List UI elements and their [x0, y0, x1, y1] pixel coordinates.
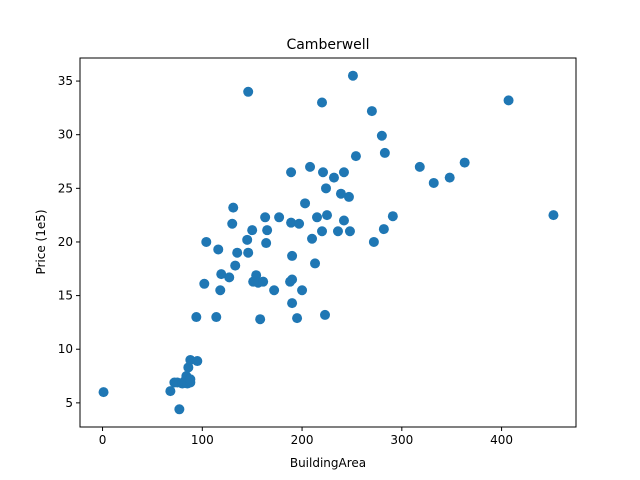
- data-point: [379, 147, 390, 158]
- y-tick-label: 20: [58, 235, 73, 249]
- data-point: [230, 260, 241, 271]
- data-point: [287, 298, 298, 309]
- plot-frame: [79, 57, 577, 428]
- data-point: [347, 70, 358, 81]
- y-axis-label: Price (1e5): [34, 209, 48, 274]
- x-tick-label: 100: [191, 433, 214, 447]
- y-tick-label: 15: [58, 289, 73, 303]
- data-point: [503, 95, 514, 106]
- data-point: [247, 225, 258, 236]
- data-point: [183, 362, 194, 373]
- data-point: [378, 224, 389, 235]
- x-tick-label: 0: [99, 433, 107, 447]
- data-point: [444, 172, 455, 183]
- data-point: [286, 217, 297, 228]
- data-point: [243, 247, 254, 258]
- data-point: [428, 177, 439, 188]
- data-point: [344, 226, 355, 237]
- data-point: [258, 276, 269, 287]
- data-point: [320, 309, 331, 320]
- data-point: [287, 274, 298, 285]
- y-tick-label: 5: [65, 396, 73, 410]
- data-point: [232, 247, 243, 258]
- data-point: [318, 167, 329, 178]
- data-point: [368, 236, 379, 247]
- data-point: [260, 212, 271, 223]
- data-point: [335, 188, 346, 199]
- data-point: [98, 387, 109, 398]
- data-point: [185, 374, 196, 385]
- data-point: [343, 191, 354, 202]
- y-tick-label: 25: [58, 181, 73, 195]
- data-point: [251, 270, 262, 281]
- data-point: [227, 218, 238, 229]
- data-point: [228, 202, 239, 213]
- data-point: [387, 211, 398, 222]
- data-point: [201, 236, 212, 247]
- data-point: [294, 218, 305, 229]
- data-point: [287, 250, 298, 261]
- data-point: [262, 225, 273, 236]
- data-point: [300, 198, 311, 209]
- data-point: [255, 314, 266, 325]
- data-point: [192, 356, 203, 367]
- data-point: [174, 404, 185, 415]
- data-point: [224, 272, 235, 283]
- data-point: [376, 130, 387, 141]
- y-tick-label: 30: [58, 128, 73, 142]
- data-point: [321, 183, 332, 194]
- data-point: [213, 244, 224, 255]
- data-point: [366, 106, 377, 117]
- data-point: [215, 285, 226, 296]
- data-points: [98, 70, 559, 415]
- data-point: [338, 167, 349, 178]
- x-tick-label: 400: [490, 433, 513, 447]
- data-point: [242, 234, 253, 245]
- data-point: [297, 285, 308, 296]
- y-tick-label: 10: [58, 342, 73, 356]
- data-point: [338, 215, 349, 226]
- data-point: [243, 86, 254, 97]
- x-axis-ticks: 0 100 200 300 400: [99, 427, 513, 447]
- data-point: [328, 172, 339, 183]
- y-tick-label: 35: [58, 74, 73, 88]
- x-tick-label: 300: [390, 433, 413, 447]
- data-point: [310, 258, 321, 269]
- data-point: [350, 151, 361, 162]
- data-point: [211, 312, 222, 323]
- data-point: [317, 97, 328, 108]
- data-point: [317, 226, 328, 237]
- data-point: [548, 210, 559, 221]
- data-point: [459, 157, 470, 168]
- data-point: [199, 278, 210, 289]
- data-point: [274, 212, 285, 223]
- x-tick-label: 200: [291, 433, 314, 447]
- plot-area: [79, 57, 577, 428]
- data-point: [332, 226, 343, 237]
- data-point: [269, 285, 280, 296]
- data-point: [216, 269, 227, 280]
- data-point: [191, 312, 202, 323]
- data-point: [165, 386, 176, 397]
- data-point: [322, 210, 333, 221]
- data-point: [286, 167, 297, 178]
- data-point: [305, 161, 316, 172]
- x-axis-label: BuildingArea: [290, 456, 366, 470]
- data-point: [307, 233, 318, 244]
- data-point: [261, 238, 272, 249]
- data-point: [292, 313, 303, 324]
- data-point: [312, 212, 323, 223]
- y-axis-ticks: 5 10 15 20 25 30 35: [58, 74, 80, 410]
- data-point: [414, 161, 425, 172]
- chart-title: Camberwell: [286, 37, 369, 53]
